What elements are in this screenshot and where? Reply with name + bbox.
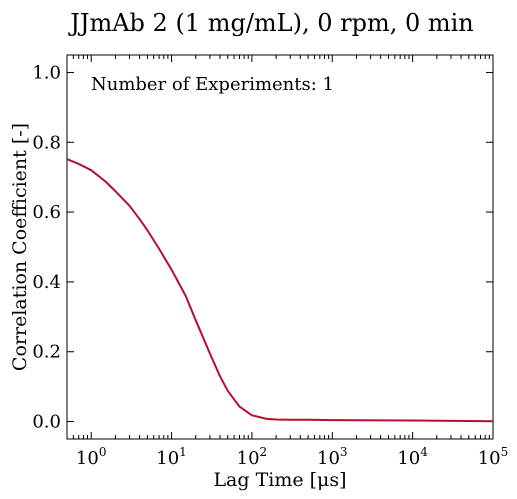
plot-area-frame	[67, 55, 493, 439]
x-tick-label: 104	[397, 445, 428, 469]
y-tick-label: 0.4	[32, 272, 61, 293]
series-group	[67, 159, 493, 421]
x-tick-label: 101	[156, 445, 187, 469]
y-tick-label: 1.0	[32, 62, 61, 83]
x-tick-label: 102	[237, 445, 268, 469]
y-axis-label: Correlation Coefficient [-]	[9, 123, 31, 371]
series-line	[67, 159, 493, 421]
axis-ticks	[67, 55, 493, 439]
y-tick-label: 0.0	[32, 412, 61, 433]
x-tick-label: 100	[76, 445, 107, 469]
y-tick-label: 0.6	[32, 202, 61, 223]
x-axis-label: Lag Time [μs]	[213, 469, 346, 491]
y-tick-labels: 0.0 0.2 0.4 0.6 0.8 1.0	[32, 62, 61, 432]
x-tick-label: 105	[478, 445, 509, 469]
y-tick-label: 0.8	[32, 132, 61, 153]
x-tick-label: 103	[317, 445, 348, 469]
chart-title: JJmAb 2 (1 mg/mL), 0 rpm, 0 min	[67, 9, 474, 37]
x-tick-labels: 100 101 102 103 104 105	[76, 445, 508, 469]
annotation-text: Number of Experiments: 1	[91, 74, 334, 95]
y-tick-label: 0.2	[32, 342, 61, 363]
